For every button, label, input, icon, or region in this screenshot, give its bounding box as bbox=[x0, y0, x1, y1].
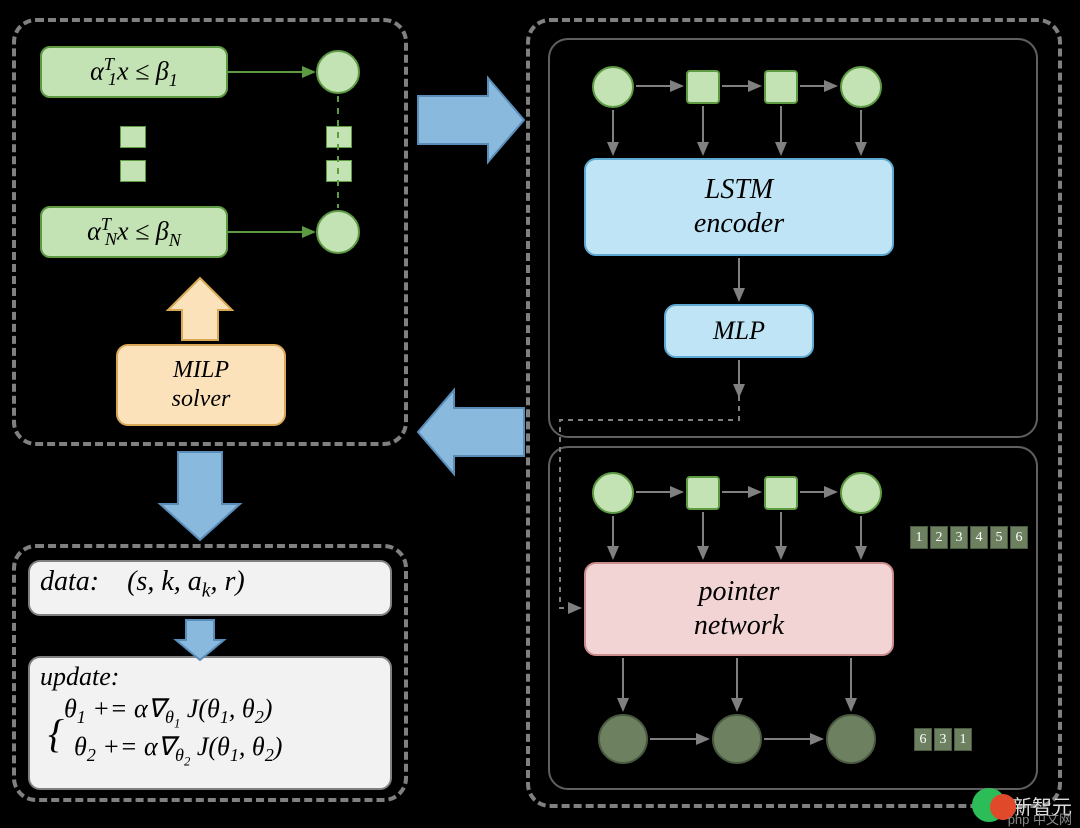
constraint-1: αT1x ≤ β1 bbox=[40, 46, 228, 98]
digit: 2 bbox=[930, 526, 948, 549]
constraint-n: αTNx ≤ βN bbox=[40, 206, 228, 258]
seq-node bbox=[686, 70, 720, 104]
digit: 4 bbox=[970, 526, 988, 549]
update-box: update: { θ1 += α∇θ1 J(θ1, θ2) θ2 += α∇θ… bbox=[28, 656, 392, 790]
arrow-down-left bbox=[160, 452, 240, 540]
ellipsis-dash bbox=[326, 160, 352, 182]
milp-solver: MILP solver bbox=[116, 344, 286, 426]
digit: 1 bbox=[954, 728, 972, 751]
label: LSTM encoder bbox=[694, 173, 784, 240]
ellipsis-dash bbox=[120, 126, 146, 148]
update-line-2: θ2 += α∇θ2 J(θ1, θ2) bbox=[74, 732, 282, 770]
out-node bbox=[598, 714, 648, 764]
formula-text: αT1x ≤ β1 bbox=[90, 54, 178, 91]
digit: 6 bbox=[914, 728, 932, 751]
update-line-1: θ1 += α∇θ1 J(θ1, θ2) bbox=[64, 694, 282, 732]
label: MILP solver bbox=[172, 356, 231, 414]
digit: 6 bbox=[1010, 526, 1028, 549]
seq-node bbox=[764, 476, 798, 510]
digit: 5 bbox=[990, 526, 1008, 549]
mlp-box: MLP bbox=[664, 304, 814, 358]
data-box: data: (s, k, ak, r) bbox=[28, 560, 392, 616]
out-node bbox=[712, 714, 762, 764]
update-label: update: bbox=[40, 662, 119, 692]
arrow-to-right bbox=[418, 78, 524, 162]
ellipsis-dash bbox=[120, 160, 146, 182]
seq-node bbox=[592, 472, 634, 514]
formula-text: αTNx ≤ βN bbox=[87, 214, 181, 251]
digit: 3 bbox=[934, 728, 952, 751]
label: MLP bbox=[713, 316, 765, 346]
seq-node bbox=[592, 66, 634, 108]
data-tuple: (s, k, ak, r) bbox=[127, 566, 245, 603]
lstm-encoder: LSTM encoder bbox=[584, 158, 894, 256]
seq-node bbox=[840, 66, 882, 108]
seq-node bbox=[764, 70, 798, 104]
constraint-1-node bbox=[316, 50, 360, 94]
watermark-sub: php 中文网 bbox=[1008, 809, 1072, 828]
seq-node bbox=[840, 472, 882, 514]
pointer-network: pointer network bbox=[584, 562, 894, 656]
out-node bbox=[826, 714, 876, 764]
digit: 1 bbox=[910, 526, 928, 549]
digit: 3 bbox=[950, 526, 968, 549]
arrow-to-left bbox=[418, 390, 524, 474]
label: pointer network bbox=[694, 575, 784, 642]
ellipsis-dash bbox=[326, 126, 352, 148]
seq-node bbox=[686, 476, 720, 510]
constraint-n-node bbox=[316, 210, 360, 254]
data-label: data: bbox=[40, 566, 99, 598]
